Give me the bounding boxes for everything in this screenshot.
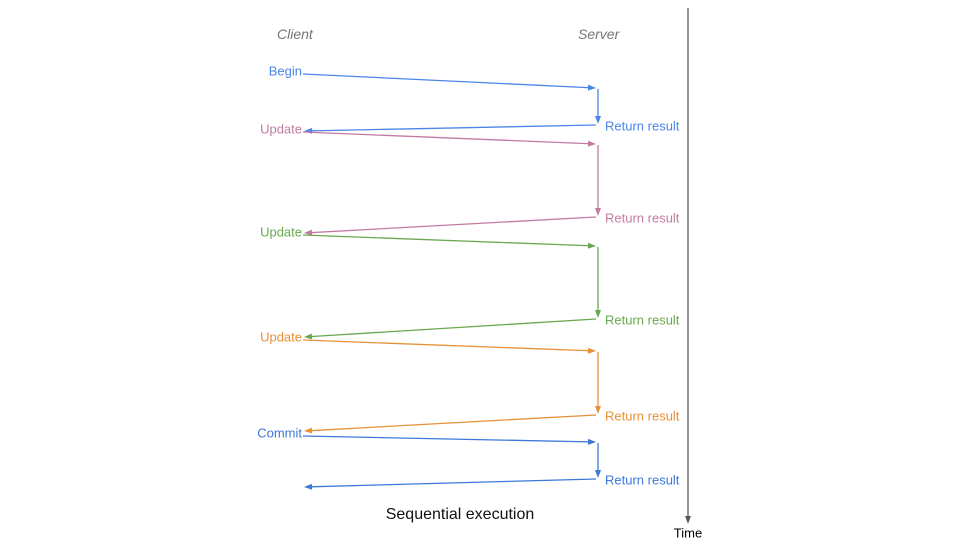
request-arrow-update-2-arrowhead: [587, 242, 596, 249]
server-column-header: Server: [578, 26, 620, 42]
diagram-title: Sequential execution: [385, 506, 535, 523]
request-arrow-begin-0-arrowhead: [587, 84, 596, 91]
request-arrow-commit-4: [302, 435, 591, 443]
server-processing-segment-0-arrowhead: [595, 116, 601, 124]
return-result-label-1: Return result: [605, 210, 680, 226]
return-arrow-2: [309, 318, 597, 338]
return-arrow-1: [309, 216, 597, 234]
request-arrow-update-1-arrowhead: [587, 140, 596, 147]
return-arrow-0: [309, 124, 597, 132]
return-result-label-4: Return result: [605, 472, 680, 488]
time-axis-label: Time: [673, 525, 703, 540]
return-result-label-2: Return result: [605, 312, 680, 328]
server-processing-segment-1-arrowhead: [595, 208, 601, 216]
return-arrow-3-arrowhead: [304, 427, 313, 434]
client-column-header: Client: [277, 26, 313, 42]
server-processing-segment-3-arrowhead: [595, 406, 601, 414]
return-arrow-2-arrowhead: [304, 333, 313, 340]
return-arrow-4-arrowhead: [304, 483, 313, 490]
message-label-commit: Commit: [257, 425, 302, 441]
message-label-update: Update: [260, 121, 302, 137]
message-label-begin: Begin: [268, 63, 302, 79]
time-axis-line-arrowhead: [685, 516, 691, 524]
return-arrow-4: [309, 478, 597, 488]
server-processing-segment-4-arrowhead: [595, 470, 601, 478]
return-arrow-3: [309, 414, 597, 432]
server-processing-segment-2-arrowhead: [595, 310, 601, 318]
request-arrow-update-2: [302, 234, 591, 247]
return-arrow-1-arrowhead: [304, 229, 313, 236]
request-arrow-commit-4-arrowhead: [587, 438, 596, 445]
request-arrow-update-3: [302, 339, 591, 352]
return-result-label-3: Return result: [605, 408, 680, 424]
message-label-update: Update: [260, 329, 302, 345]
request-arrow-update-3-arrowhead: [587, 347, 596, 354]
return-result-label-0: Return result: [605, 118, 680, 134]
request-arrow-begin-0: [302, 73, 591, 89]
message-label-update: Update: [260, 224, 302, 240]
request-arrow-update-1: [302, 131, 591, 145]
